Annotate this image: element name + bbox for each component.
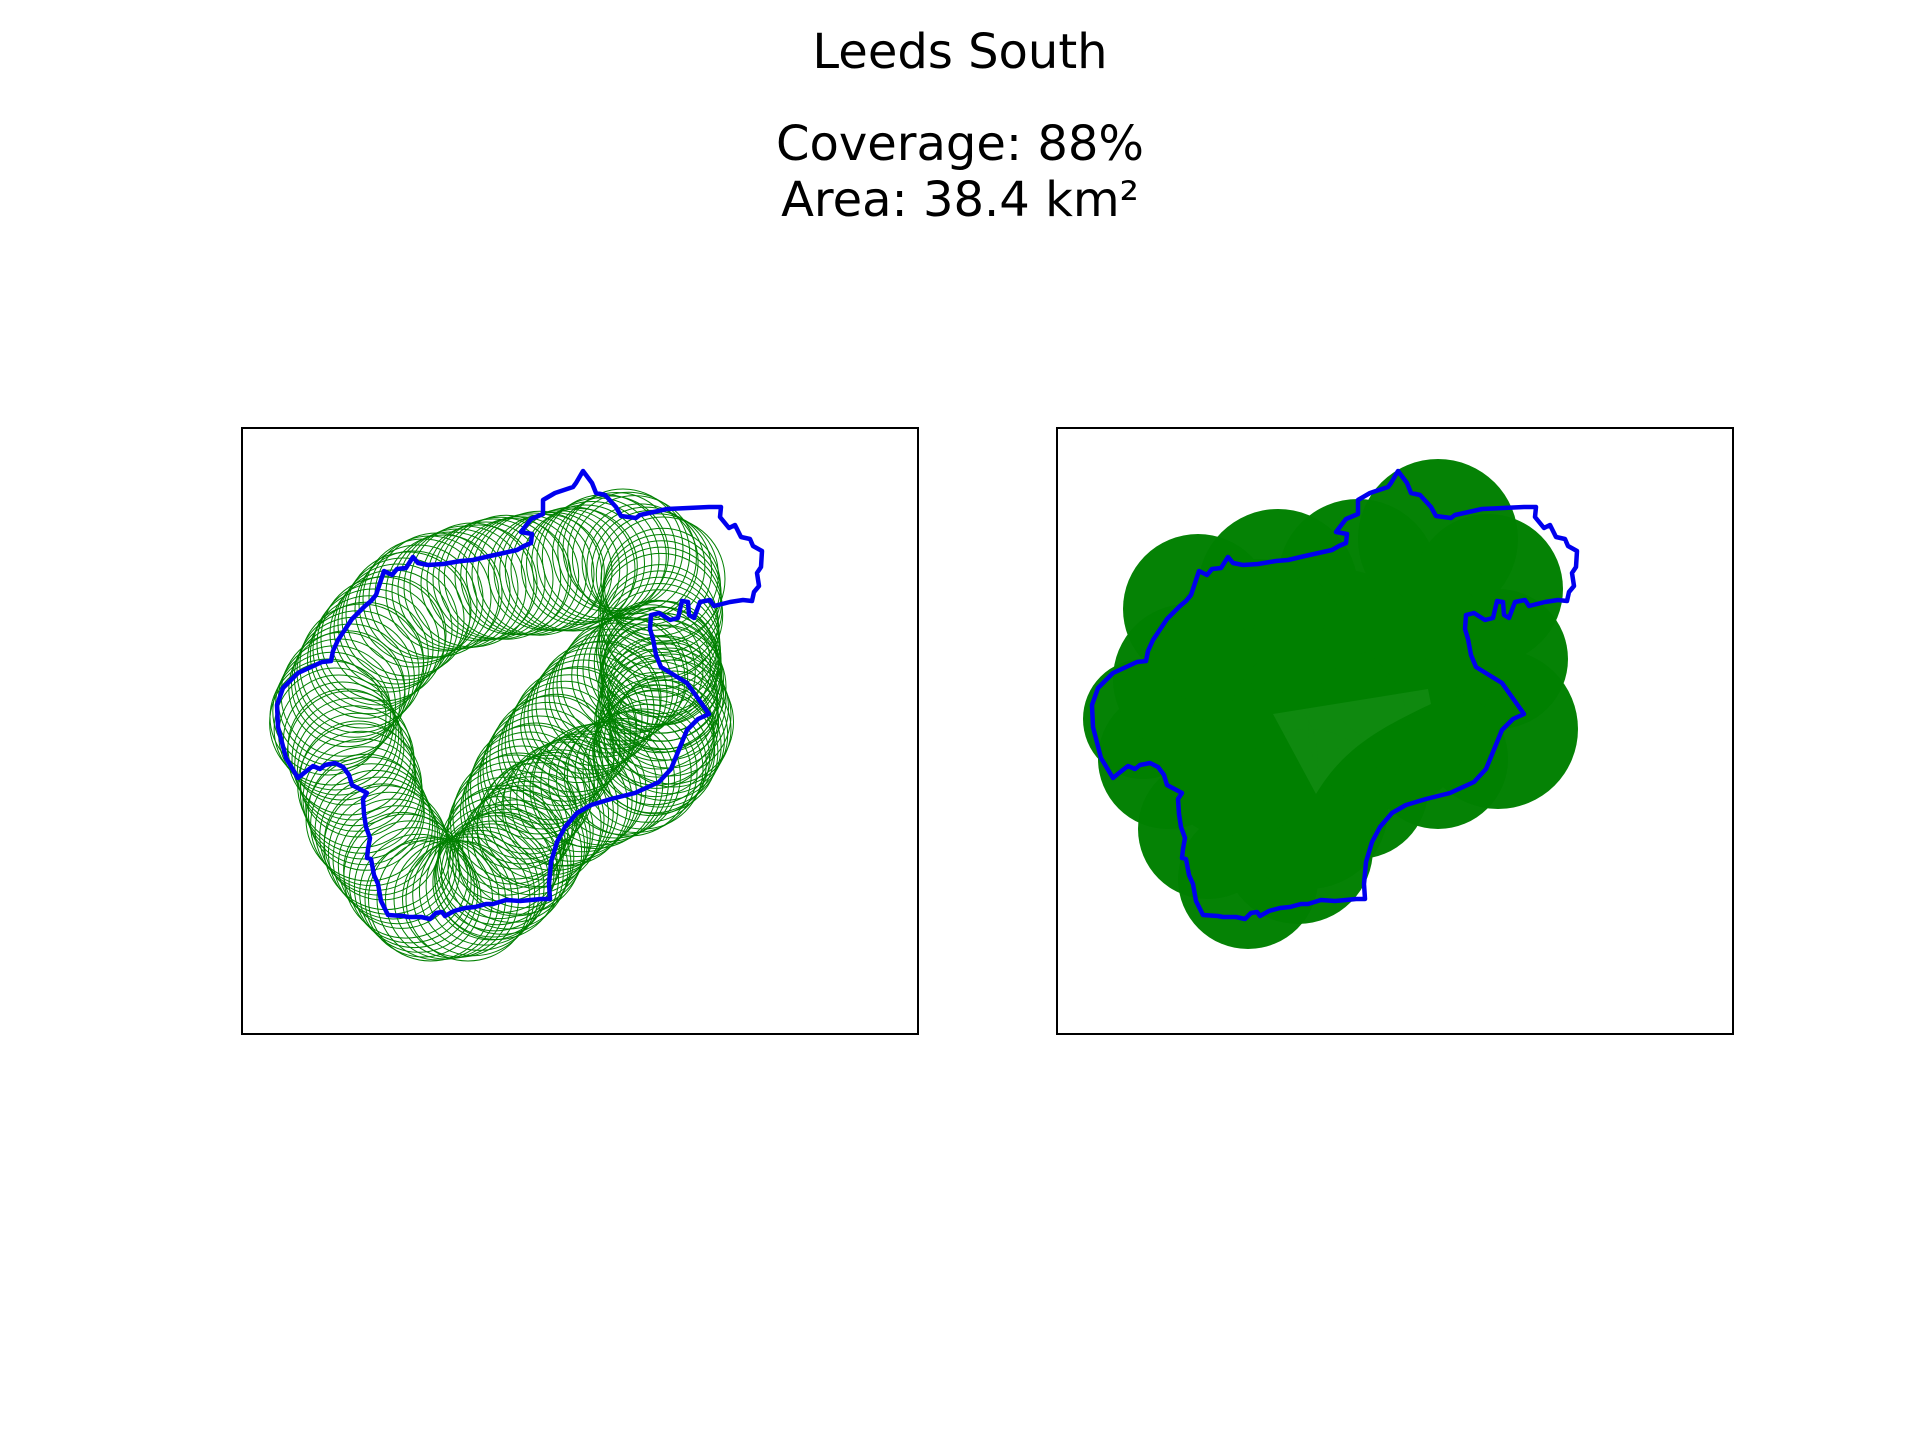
- coverage-circle: [314, 769, 436, 891]
- coverage-circle: [508, 674, 632, 798]
- coverage-circle: [305, 746, 425, 866]
- coverage-circle: [446, 776, 566, 896]
- coverage-circle: [520, 666, 638, 784]
- coverage-circle: [440, 811, 564, 935]
- coverage-circle: [420, 524, 538, 642]
- coverage-circle: [593, 599, 719, 725]
- coverage-circle: [307, 753, 425, 871]
- coverage-circle: [531, 501, 653, 622]
- coverage-circle: [593, 699, 711, 817]
- coverage-fill: [1228, 729, 1388, 889]
- map-svg-filled: [1083, 459, 1580, 949]
- coverage-circle: [426, 521, 546, 641]
- coverage-circle: [462, 785, 586, 909]
- coverage-circle: [592, 690, 716, 814]
- coverage-circle: [465, 738, 586, 860]
- coverage-circle: [567, 491, 691, 615]
- coverage-circle: [527, 653, 649, 775]
- coverage-circle: [337, 805, 457, 925]
- map-panel-filled: [1056, 427, 1734, 1035]
- coverage-circle: [310, 763, 434, 887]
- coverage-circle: [273, 667, 397, 791]
- coverage-circle: [470, 724, 595, 850]
- coverage-circle: [450, 761, 573, 885]
- coverage-circle: [345, 551, 471, 677]
- map-title: Leeds South: [812, 24, 1108, 80]
- district-boundary: [274, 468, 765, 922]
- coverage-circle: [597, 625, 723, 751]
- coverage-circle: [343, 811, 461, 929]
- coverage-circle: [312, 588, 434, 710]
- coverage-circle: [526, 504, 645, 624]
- coverage-circle: [588, 604, 712, 728]
- map-panel-outlines: [241, 427, 919, 1035]
- coverage-circle: [353, 827, 475, 949]
- area-label: Area: 38.4 km²: [781, 172, 1139, 228]
- coverage-overlap-artifact: [1273, 689, 1431, 794]
- coverage-circle: [571, 617, 689, 735]
- coverage-label: Coverage: 88%: [775, 116, 1145, 172]
- coverage-circle: [548, 634, 668, 754]
- coverage-circle: [307, 601, 424, 719]
- coverage-circle: [286, 690, 412, 816]
- coverage-circle: [600, 516, 726, 642]
- coverage-circle: [510, 506, 636, 632]
- coverage-circle: [368, 836, 493, 962]
- coverage-circle: [562, 488, 684, 610]
- coverage-circle: [368, 535, 492, 659]
- coverage-circle: [296, 712, 416, 832]
- coverage-circle: [287, 688, 405, 806]
- district-boundary: [1089, 468, 1580, 922]
- coverage-circle: [614, 670, 732, 788]
- coverage-circle: [523, 659, 643, 779]
- coverage-circle: [418, 829, 540, 951]
- coverage-circle: [364, 840, 482, 958]
- coverage-circle: [332, 798, 454, 920]
- coverage-circle: [544, 640, 662, 758]
- coverage-circle: [341, 557, 465, 681]
- coverage-circle: [480, 715, 599, 835]
- coverage-circle: [557, 492, 677, 611]
- coverage-circle: [329, 575, 447, 693]
- coverage-circles-outline: [269, 488, 734, 962]
- coverage-circle: [556, 719, 675, 839]
- coverage-circle: [531, 647, 655, 771]
- coverage-circles-filled: [1083, 459, 1578, 949]
- map-svg-outlines: [269, 468, 765, 962]
- coverage-fill: [1368, 559, 1508, 699]
- coverage-circle: [358, 544, 478, 664]
- coverage-circle: [359, 833, 479, 953]
- coverage-circle: [598, 552, 724, 678]
- coverage-circle: [294, 705, 416, 827]
- coverage-circle: [302, 738, 424, 860]
- coverage-circle: [443, 514, 569, 640]
- coverage-circle: [385, 534, 503, 652]
- coverage-circle: [581, 503, 699, 621]
- coverage-circle: [536, 497, 660, 621]
- coverage-circle: [291, 697, 415, 821]
